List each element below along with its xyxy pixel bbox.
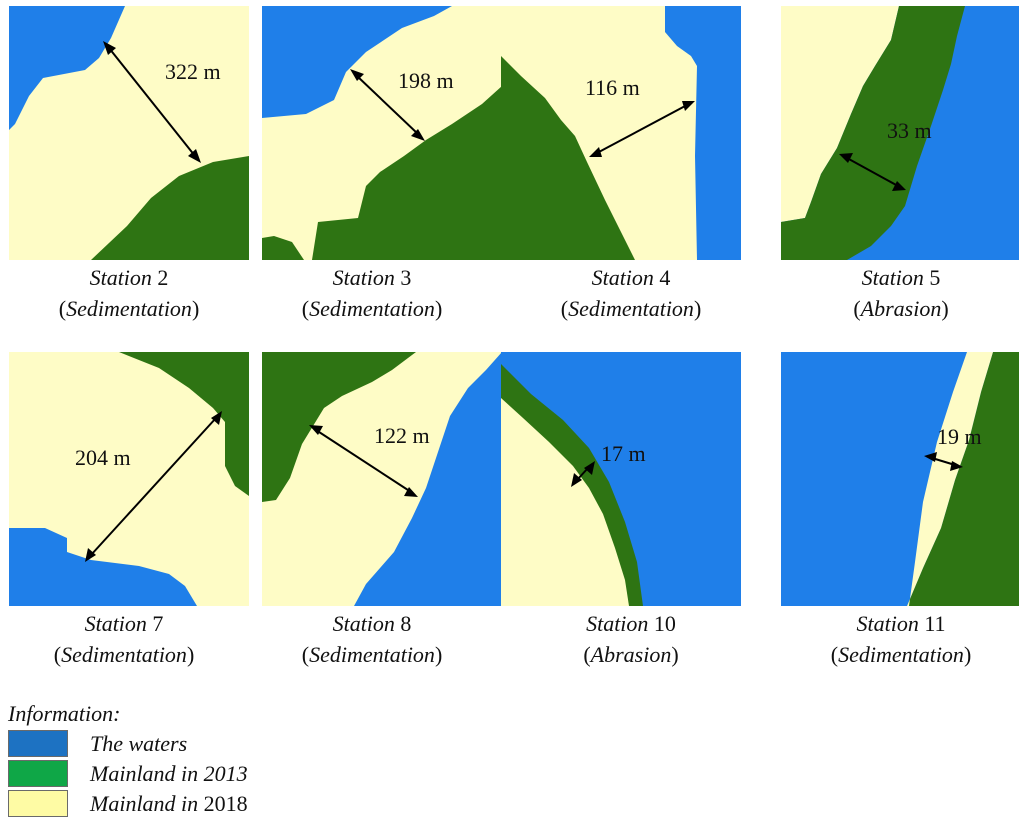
station-caption: Station 2 (Sedimentation) bbox=[58, 265, 200, 321]
distance-arrow bbox=[924, 452, 963, 471]
legend-label: The waters bbox=[90, 729, 187, 759]
distance-label: 204 m bbox=[75, 445, 131, 470]
station-caption: Station 4 (Sedimentation) bbox=[560, 265, 702, 321]
legend-swatch-water bbox=[8, 730, 68, 757]
caption-process-type: Abrasion bbox=[860, 296, 942, 321]
caption-process-type: Sedimentation bbox=[61, 642, 187, 667]
legend-item-mainland-2013: Mainland in 2013 bbox=[8, 759, 338, 789]
caption-station-word: Station bbox=[89, 265, 152, 290]
station-8-map: 122 m bbox=[262, 352, 502, 606]
caption-process-type: Sedimentation bbox=[66, 296, 192, 321]
station-3-map: 198 m bbox=[262, 6, 502, 260]
mainland-2013-area bbox=[262, 236, 304, 260]
distance-arrow bbox=[571, 461, 595, 487]
mainland-2013-area bbox=[262, 352, 416, 502]
legend-swatch-mainland-2013 bbox=[8, 760, 68, 787]
station-5-map: 33 m bbox=[781, 6, 1019, 260]
distance-arrow bbox=[350, 69, 425, 141]
station-7-map: 204 m bbox=[9, 352, 249, 606]
caption-station-number: 8 bbox=[400, 611, 412, 636]
caption-station-word: Station bbox=[861, 265, 924, 290]
legend-item-water: The waters bbox=[8, 729, 338, 759]
distance-arrow bbox=[85, 411, 222, 562]
caption-station-word: Station bbox=[332, 265, 395, 290]
distance-label: 322 m bbox=[165, 59, 221, 84]
distance-arrow bbox=[309, 425, 418, 497]
caption-station-number: 5 bbox=[929, 265, 941, 290]
water-area bbox=[9, 528, 197, 606]
mainland-2013-area bbox=[312, 86, 502, 260]
legend-label-text: Mainland in bbox=[90, 791, 204, 816]
distance-label: 198 m bbox=[398, 68, 454, 93]
mainland-2013-area bbox=[781, 6, 965, 260]
legend-label-text: Mainland in 2013 bbox=[90, 761, 248, 786]
legend-label: Mainland in 2018 bbox=[90, 789, 248, 819]
water-area bbox=[262, 6, 452, 118]
legend-swatch-mainland-2018 bbox=[8, 790, 68, 817]
mainland-2013-area bbox=[119, 352, 249, 496]
distance-label: 116 m bbox=[585, 75, 640, 100]
water-area bbox=[665, 6, 741, 260]
caption-station-number: 3 bbox=[400, 265, 412, 290]
water-area bbox=[354, 352, 502, 606]
mainland-2018-area bbox=[501, 398, 629, 606]
water-area bbox=[9, 6, 125, 130]
mainland-2018-area bbox=[781, 6, 899, 222]
station-caption: Station 10 (Abrasion) bbox=[583, 611, 679, 667]
distance-label: 122 m bbox=[374, 423, 430, 448]
caption-station-word: Station bbox=[586, 611, 649, 636]
mainland-2013-area bbox=[907, 352, 1019, 606]
station-10-map: 17 m bbox=[501, 352, 741, 606]
legend-label-year: 2018 bbox=[203, 791, 248, 816]
distance-label: 17 m bbox=[601, 441, 646, 466]
caption-process-type: Sedimentation bbox=[838, 642, 964, 667]
caption-process-type: Sedimentation bbox=[568, 296, 694, 321]
legend: Information: The waters Mainland in 2013… bbox=[8, 700, 248, 817]
station-caption: Station 3 (Sedimentation) bbox=[301, 265, 443, 321]
caption-station-word: Station bbox=[591, 265, 654, 290]
station-caption: Station 11 (Sedimentation) bbox=[830, 611, 972, 667]
caption-process-type: Sedimentation bbox=[309, 642, 435, 667]
caption-station-number: 2 bbox=[157, 265, 169, 290]
caption-station-number: 10 bbox=[653, 611, 676, 636]
distance-arrow bbox=[839, 153, 906, 191]
distance-arrow bbox=[103, 41, 201, 163]
mainland-2018-area bbox=[907, 352, 993, 606]
distance-label: 33 m bbox=[887, 118, 932, 143]
station-2-map: 322 m bbox=[9, 6, 249, 260]
distance-label: 19 m bbox=[937, 424, 982, 449]
distance-arrow bbox=[589, 101, 695, 157]
station-caption: Station 7 (Sedimentation) bbox=[53, 611, 195, 667]
caption-station-word: Station bbox=[84, 611, 147, 636]
station-caption: Station 5 (Abrasion) bbox=[853, 265, 949, 321]
caption-process-type: Sedimentation bbox=[309, 296, 435, 321]
mainland-2013-area bbox=[501, 56, 635, 260]
mainland-2013-area bbox=[91, 156, 249, 260]
caption-station-word: Station bbox=[856, 611, 919, 636]
caption-process-type: Abrasion bbox=[590, 642, 672, 667]
station-caption: Station 8 (Sedimentation) bbox=[301, 611, 443, 667]
legend-label-text: The waters bbox=[90, 731, 188, 756]
legend-title: Information: bbox=[8, 701, 121, 726]
caption-station-number: 4 bbox=[659, 265, 671, 290]
legend-item-mainland-2018: Mainland in 2018 bbox=[8, 789, 338, 819]
station-11-map: 19 m bbox=[781, 352, 1019, 606]
caption-station-word: Station bbox=[332, 611, 395, 636]
caption-station-number: 7 bbox=[152, 611, 164, 636]
station-4-map: 116 m bbox=[501, 6, 741, 260]
legend-label: Mainland in 2013 bbox=[90, 759, 248, 789]
caption-station-number: 11 bbox=[924, 611, 946, 636]
